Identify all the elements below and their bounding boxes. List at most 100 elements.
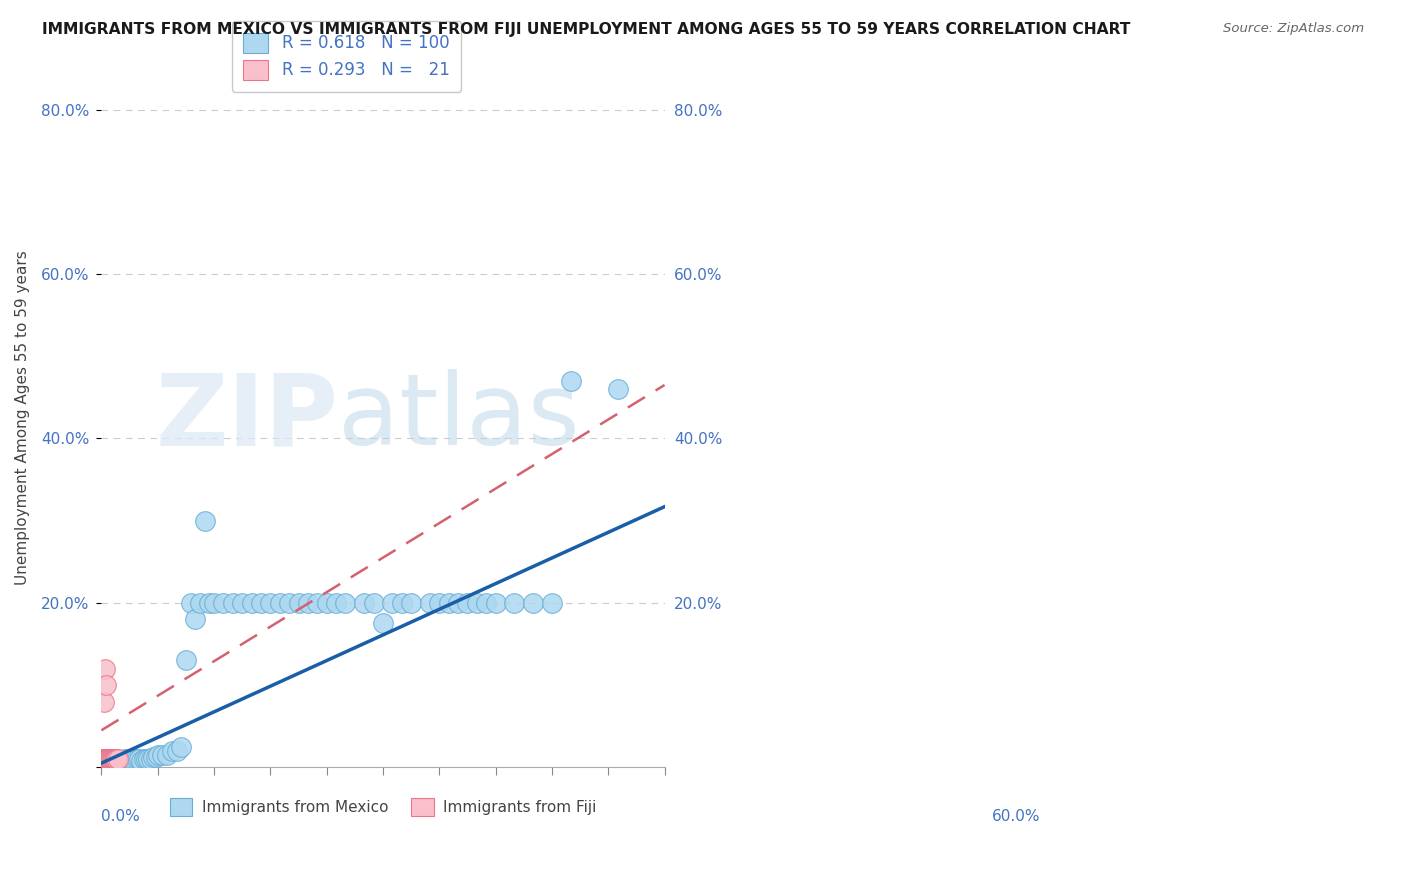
Point — [94, 756, 117, 771]
Point — [96, 752, 118, 766]
Point — [180, 596, 202, 610]
Text: 0.0%: 0.0% — [101, 809, 141, 824]
Point — [240, 596, 263, 610]
Point — [122, 752, 145, 766]
Point — [259, 596, 281, 610]
Point — [97, 756, 120, 771]
Point — [250, 596, 273, 610]
Point — [100, 756, 122, 771]
Point — [381, 596, 404, 610]
Point — [103, 752, 125, 766]
Text: Source: ZipAtlas.com: Source: ZipAtlas.com — [1223, 22, 1364, 36]
Point — [96, 756, 118, 771]
Point — [231, 596, 253, 610]
Point — [371, 616, 394, 631]
Point — [170, 739, 193, 754]
Point — [103, 752, 125, 766]
Point — [363, 596, 385, 610]
Point — [94, 756, 117, 771]
Point — [184, 612, 207, 626]
Point — [93, 756, 115, 771]
Legend: Immigrants from Mexico, Immigrants from Fiji: Immigrants from Mexico, Immigrants from … — [163, 792, 603, 822]
Point — [156, 747, 179, 762]
Point — [287, 596, 309, 610]
Point — [541, 596, 564, 610]
Point — [104, 752, 127, 766]
Point — [97, 756, 120, 771]
Point — [98, 756, 121, 771]
Text: 60.0%: 60.0% — [991, 809, 1040, 824]
Point — [325, 596, 347, 610]
Point — [166, 744, 188, 758]
Point — [427, 596, 450, 610]
Point — [98, 756, 121, 771]
Point — [391, 596, 413, 610]
Point — [94, 756, 117, 771]
Point — [129, 754, 152, 768]
Point — [104, 756, 127, 771]
Point — [98, 752, 121, 766]
Point — [522, 596, 544, 610]
Point — [132, 752, 155, 766]
Point — [138, 752, 160, 766]
Point — [174, 653, 197, 667]
Point — [97, 756, 120, 771]
Point — [91, 752, 114, 766]
Point — [447, 596, 470, 610]
Point — [107, 752, 129, 766]
Point — [94, 752, 117, 766]
Point — [278, 596, 301, 610]
Point — [94, 756, 117, 771]
Point — [100, 752, 122, 766]
Point — [101, 756, 124, 771]
Point — [93, 694, 115, 708]
Point — [93, 752, 115, 766]
Point — [212, 596, 235, 610]
Point — [100, 756, 122, 771]
Point — [222, 596, 245, 610]
Point — [315, 596, 337, 610]
Point — [456, 596, 478, 610]
Point — [269, 596, 291, 610]
Point — [146, 747, 169, 762]
Point — [101, 752, 124, 766]
Point — [120, 752, 142, 766]
Point — [96, 756, 118, 771]
Point — [503, 596, 526, 610]
Point — [188, 596, 211, 610]
Point — [399, 596, 422, 610]
Point — [107, 756, 129, 771]
Point — [475, 596, 498, 610]
Point — [128, 752, 150, 766]
Point — [94, 678, 117, 692]
Y-axis label: Unemployment Among Ages 55 to 59 years: Unemployment Among Ages 55 to 59 years — [15, 251, 30, 585]
Point — [110, 756, 132, 771]
Point — [100, 756, 122, 771]
Point — [606, 382, 628, 396]
Point — [145, 750, 167, 764]
Point — [160, 744, 183, 758]
Point — [103, 756, 125, 771]
Point — [105, 756, 128, 771]
Point — [335, 596, 357, 610]
Point — [560, 374, 582, 388]
Point — [93, 756, 115, 771]
Point — [93, 756, 115, 771]
Point — [108, 756, 131, 771]
Point — [198, 596, 221, 610]
Point — [100, 756, 122, 771]
Point — [91, 756, 114, 771]
Point — [94, 756, 117, 771]
Point — [114, 752, 136, 766]
Point — [108, 756, 131, 771]
Text: atlas: atlas — [337, 369, 579, 467]
Point — [91, 756, 114, 771]
Point — [485, 596, 508, 610]
Point — [115, 752, 138, 766]
Point — [94, 756, 117, 771]
Point — [101, 756, 124, 771]
Point — [94, 756, 117, 771]
Text: ZIP: ZIP — [155, 369, 337, 467]
Text: IMMIGRANTS FROM MEXICO VS IMMIGRANTS FROM FIJI UNEMPLOYMENT AMONG AGES 55 TO 59 : IMMIGRANTS FROM MEXICO VS IMMIGRANTS FRO… — [42, 22, 1130, 37]
Point — [437, 596, 460, 610]
